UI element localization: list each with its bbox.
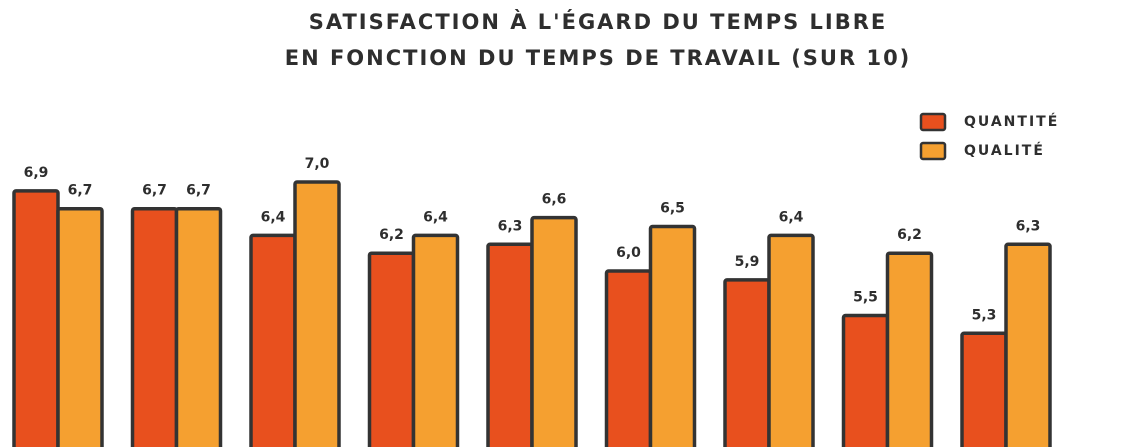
bar <box>130 206 179 447</box>
legend-label: QUANTITÉ <box>964 113 1059 130</box>
value-label: 7,0 <box>305 156 330 172</box>
bar <box>841 313 890 447</box>
bar <box>367 251 416 447</box>
value-label: 6,0 <box>616 245 641 261</box>
value-label: 6,3 <box>1016 218 1041 234</box>
value-label: 6,5 <box>660 201 685 217</box>
value-label: 5,9 <box>735 254 760 270</box>
value-label: 5,5 <box>853 290 878 306</box>
bar <box>411 233 460 447</box>
value-label: 6,4 <box>779 209 804 225</box>
bar <box>885 251 934 447</box>
value-label: 6,3 <box>498 218 523 234</box>
chart-title: SATISFACTION À L'ÉGARD DU TEMPS LIBRE <box>309 9 888 34</box>
bar <box>648 224 697 447</box>
legend-swatch <box>919 112 947 132</box>
value-label: 6,7 <box>186 183 211 199</box>
value-label: 6,7 <box>142 183 167 199</box>
bar <box>486 242 534 447</box>
bar <box>604 269 653 447</box>
bar <box>12 189 60 447</box>
value-label: 5,3 <box>972 307 997 323</box>
value-label: 6,2 <box>897 227 922 243</box>
bar <box>723 278 771 447</box>
bar <box>960 331 1008 447</box>
bar <box>249 233 297 447</box>
value-label: 6,7 <box>68 183 93 199</box>
bar <box>1004 242 1052 447</box>
value-label: 6,4 <box>261 209 286 225</box>
bar <box>293 180 341 447</box>
chart-title: EN FONCTION DU TEMPS DE TRAVAIL (SUR 10) <box>285 46 912 70</box>
bar <box>530 215 578 447</box>
value-label: 6,9 <box>24 165 49 181</box>
value-label: 6,6 <box>542 192 567 208</box>
legend-swatch <box>919 141 947 161</box>
value-label: 6,4 <box>423 209 448 225</box>
value-label: 6,2 <box>379 227 404 243</box>
legend-label: QUALITÉ <box>964 142 1045 159</box>
bar <box>56 206 104 447</box>
bar <box>174 206 223 447</box>
bar <box>767 233 815 447</box>
